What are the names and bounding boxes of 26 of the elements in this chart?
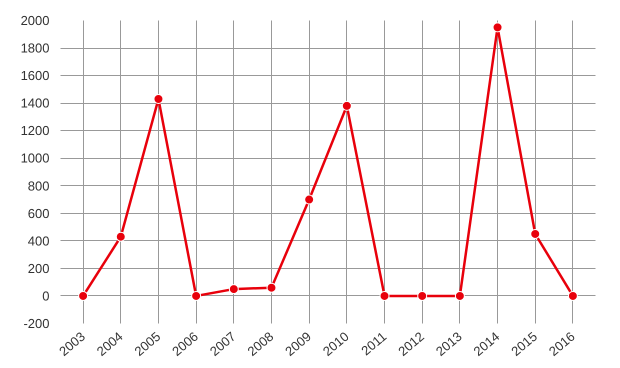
point [342, 100, 352, 111]
point [116, 232, 126, 242]
point [191, 290, 202, 301]
y-tick-label: 1200 [20, 123, 50, 138]
y-tick-label: 400 [28, 233, 50, 248]
y-tick-label: 1600 [20, 68, 50, 84]
point [266, 282, 276, 293]
y-tick-label: 600 [28, 206, 50, 221]
point [417, 290, 428, 301]
y-tick-label: 800 [28, 178, 50, 194]
y-tick-label: 1400 [20, 96, 50, 111]
point [153, 94, 164, 104]
point [492, 22, 503, 32]
y-tick-label: 2000 [20, 13, 50, 28]
point [454, 290, 465, 301]
y-tick-label: 1800 [20, 40, 50, 56]
y-tick-label: 1000 [20, 150, 50, 166]
y-tick-label: 0 [42, 288, 50, 304]
point [530, 228, 540, 239]
point [304, 194, 314, 205]
point [228, 284, 239, 294]
point [380, 290, 390, 301]
point [78, 290, 88, 301]
point [568, 290, 578, 301]
y-tick-label: -200 [23, 316, 50, 331]
y-tick-label: 200 [28, 260, 50, 276]
